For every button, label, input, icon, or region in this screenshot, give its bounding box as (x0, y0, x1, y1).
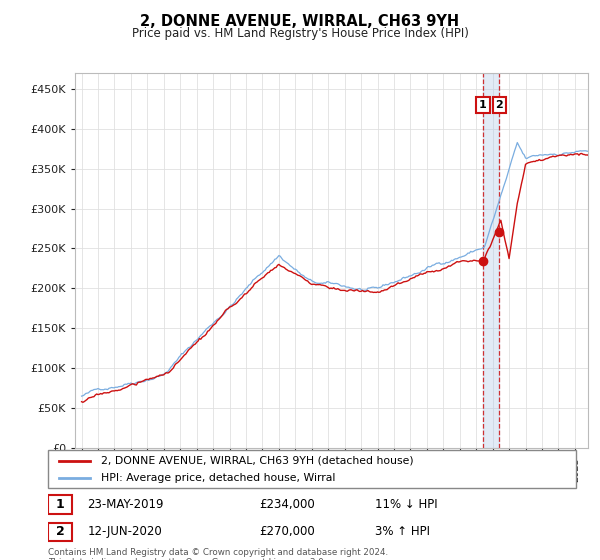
Text: 1: 1 (56, 498, 64, 511)
FancyBboxPatch shape (48, 522, 72, 541)
Text: 23-MAY-2019: 23-MAY-2019 (88, 498, 164, 511)
Text: HPI: Average price, detached house, Wirral: HPI: Average price, detached house, Wirr… (101, 473, 335, 483)
Text: 2: 2 (496, 100, 503, 110)
Bar (483, 73, 499, 448)
Text: 2: 2 (56, 525, 64, 538)
FancyBboxPatch shape (48, 495, 72, 514)
Text: £270,000: £270,000 (259, 525, 315, 538)
Text: 2, DONNE AVENUE, WIRRAL, CH63 9YH: 2, DONNE AVENUE, WIRRAL, CH63 9YH (140, 14, 460, 29)
Text: 12-JUN-2020: 12-JUN-2020 (88, 525, 163, 538)
Text: Price paid vs. HM Land Registry's House Price Index (HPI): Price paid vs. HM Land Registry's House … (131, 27, 469, 40)
Text: 2, DONNE AVENUE, WIRRAL, CH63 9YH (detached house): 2, DONNE AVENUE, WIRRAL, CH63 9YH (detac… (101, 455, 413, 465)
Text: 1: 1 (479, 100, 487, 110)
Text: 3% ↑ HPI: 3% ↑ HPI (376, 525, 430, 538)
FancyBboxPatch shape (48, 450, 576, 488)
Text: £234,000: £234,000 (259, 498, 315, 511)
Text: 11% ↓ HPI: 11% ↓ HPI (376, 498, 438, 511)
Text: Contains HM Land Registry data © Crown copyright and database right 2024.
This d: Contains HM Land Registry data © Crown c… (48, 548, 388, 560)
